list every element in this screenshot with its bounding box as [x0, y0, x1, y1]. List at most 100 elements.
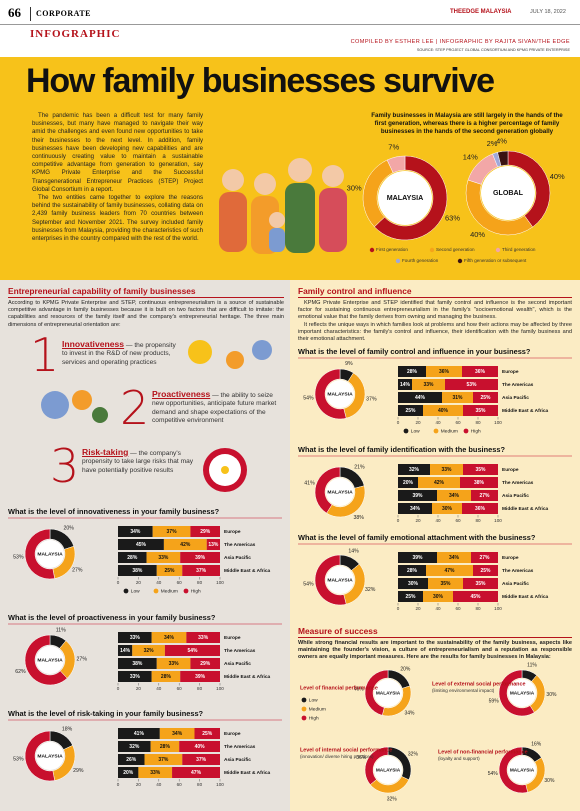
bar-value-label: 32%	[129, 744, 140, 750]
category-label: The Americas	[224, 744, 256, 750]
legend-label: High	[309, 715, 319, 721]
bar-segment	[398, 405, 423, 416]
bar-value-label: 34%	[172, 731, 183, 737]
intro-paragraph: KPMG Private Enterprise and STEP identif…	[298, 300, 572, 321]
bar-value-label: 37%	[196, 568, 207, 574]
x-tick-label: 80	[197, 580, 203, 585]
bar-value-label: 45%	[136, 542, 147, 548]
x-tick-label: 20	[136, 782, 142, 787]
page-number: 66	[8, 5, 21, 20]
x-tick-label: 40	[435, 606, 441, 611]
category-label: Europe	[224, 731, 241, 737]
credits: COMPILED BY ESTHER LEE | INFOGRAPHIC BY …	[350, 39, 570, 45]
category-label: Middle East & Africa	[224, 770, 271, 776]
x-tick-label: 60	[455, 420, 461, 425]
donut-value-label: 20%	[63, 526, 74, 532]
section-title: Measure of success	[298, 626, 378, 636]
bar-segment	[190, 658, 220, 669]
x-tick-label: 20	[415, 420, 421, 425]
bar-value-label: 38%	[132, 568, 143, 574]
donut-value-label: 41%	[304, 481, 315, 487]
bar-value-label: 34%	[410, 506, 421, 512]
x-tick-label: 20	[415, 606, 421, 611]
donut-segment	[497, 150, 509, 167]
x-tick-label: 100	[216, 686, 224, 691]
legend-swatch	[495, 247, 501, 253]
donut-value-label: 4%	[496, 137, 507, 146]
bar-segment	[398, 591, 423, 602]
bar-segment	[426, 565, 473, 576]
dimension-name: Innovativeness	[62, 339, 125, 349]
legend-swatch	[301, 715, 307, 721]
donut-value-label: 27%	[72, 568, 83, 574]
x-tick-label: 40	[435, 420, 441, 425]
x-tick-label: 60	[177, 782, 183, 787]
bar-segment	[156, 565, 183, 576]
category-label: The Americas	[502, 568, 534, 574]
bar-value-label: 33%	[130, 635, 141, 641]
bar-segment	[412, 379, 445, 390]
category-label: Europe	[224, 635, 241, 641]
x-tick-label: 80	[197, 686, 203, 691]
bar-value-label: 25%	[480, 395, 491, 401]
bar-value-label: 44%	[415, 395, 426, 401]
measure-note: (innovation/ diverse hiring practices)	[300, 754, 374, 759]
donut-value-label: 2%	[487, 139, 498, 148]
donut-value-label: 40%	[550, 172, 565, 181]
bar-value-label: 45%	[470, 594, 481, 600]
bar-segment	[118, 526, 153, 537]
bar-segment	[398, 392, 442, 403]
donut-center-label: GLOBAL	[493, 189, 524, 197]
bar-value-label: 27%	[479, 493, 490, 499]
bar-value-label: 30%	[433, 594, 444, 600]
x-tick-label: 100	[216, 580, 224, 585]
dimension-text: — the company's propensity to take large…	[82, 450, 194, 474]
bar-value-label: 38%	[132, 661, 143, 667]
bar-value-label: 35%	[475, 467, 486, 473]
donut-value-label: 32%	[408, 752, 419, 758]
section-title: Entrepreneurial capability of family bus…	[8, 286, 196, 296]
legend-swatch	[153, 588, 159, 594]
bar-segment	[398, 490, 437, 501]
bar-value-label: 29%	[200, 529, 211, 535]
category-label: The Americas	[224, 542, 256, 548]
intro-paragraph: It reflects the unique ways in which fam…	[298, 321, 572, 343]
category-label: Middle East & Africa	[502, 594, 549, 600]
donut-value-label: 14%	[463, 153, 478, 162]
x-tick-label: 40	[156, 686, 162, 691]
bar-segment	[398, 464, 430, 475]
chart-title: What is the level of risk-taking in your…	[8, 709, 204, 718]
bar-value-label: 39%	[412, 493, 423, 499]
bar-segment	[398, 578, 428, 589]
x-tick-label: 0	[117, 580, 120, 585]
bar-value-label: 33%	[158, 555, 169, 561]
x-tick-label: 0	[397, 420, 400, 425]
bar-segment	[418, 477, 460, 488]
donut-center	[481, 166, 535, 220]
x-tick-label: 40	[156, 782, 162, 787]
chart-title: What is the level of proactiveness in yo…	[8, 613, 216, 622]
bar-segment	[423, 591, 453, 602]
rule	[298, 297, 572, 298]
bar-value-label: 40%	[195, 744, 206, 750]
bar-segment	[118, 565, 157, 576]
bar-value-label: 28%	[407, 369, 418, 375]
legend-swatch	[395, 258, 401, 264]
bar-segment	[462, 503, 498, 514]
bar-segment	[179, 741, 220, 752]
legend-label: Low	[411, 428, 420, 434]
dimension: Proactiveness — the ability to seize new…	[152, 390, 280, 426]
bar-value-label: 33%	[441, 467, 452, 473]
donut-value-label: 9%	[345, 361, 353, 367]
bar-value-label: 35%	[475, 581, 486, 587]
x-tick-label: 60	[455, 518, 461, 523]
donut-value-label: 54%	[303, 581, 314, 587]
generations-title: Family businesses in Malaysia are still …	[371, 112, 563, 135]
donut-center	[36, 742, 64, 770]
donut-segment	[314, 554, 347, 606]
legend-label: Fifth generation or subsequent	[464, 258, 527, 263]
bar-segment	[156, 658, 191, 669]
bar-value-label: 37%	[158, 757, 169, 763]
legend-label: Low	[309, 697, 318, 703]
donut-segment	[498, 746, 529, 794]
